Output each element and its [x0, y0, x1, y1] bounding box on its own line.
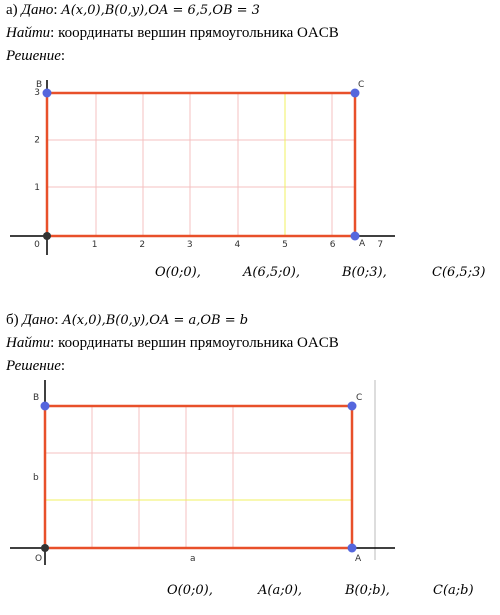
find-label: Найти: [6, 335, 51, 351]
answer: B(0;b),: [345, 583, 390, 598]
point: [41, 544, 49, 552]
point-label: A: [359, 239, 366, 249]
point: [347, 401, 357, 411]
given-line: б) Дано: A(x,0),B(0,y),OA = a,OB = b: [6, 312, 249, 328]
x-tick-label: 0: [34, 240, 40, 250]
grid: [47, 93, 355, 236]
axis-label: b: [33, 473, 39, 483]
x-tick-label: 2: [139, 240, 145, 250]
x-tick-label: 7: [377, 240, 383, 250]
solution-label: Решение: [6, 48, 61, 64]
given: A(x,0),B(0,y),OA = 6,5,OB = 3: [61, 3, 260, 18]
point: [42, 88, 52, 98]
x-tick-label: 1: [92, 240, 98, 250]
find-line: Найти: координаты вершин прямоугольника …: [6, 25, 339, 41]
x-tick-label: 6: [330, 240, 336, 250]
given: A(x,0),B(0,y),OA = a,OB = b: [62, 313, 249, 328]
solution-line: Решение:: [6, 358, 66, 374]
answer: C(a;b): [433, 583, 474, 598]
point-label: B: [33, 393, 39, 403]
point-label: O: [35, 554, 42, 564]
solution-label: Решение: [6, 358, 61, 374]
point: [347, 543, 357, 553]
part-label: б): [6, 312, 19, 328]
given-label: Дано: [22, 312, 55, 328]
x-tick-label: 4: [235, 240, 241, 250]
find: координаты вершин прямоугольника OACB: [58, 335, 339, 351]
answer: B(0;3),: [342, 265, 387, 280]
y-tick-label: 1: [34, 183, 40, 193]
point: [350, 231, 360, 241]
figure-b: B C O A b a: [10, 380, 395, 565]
point-label: A: [355, 554, 362, 564]
y-tick-label: 3: [34, 88, 40, 98]
given-label: Дано: [21, 2, 54, 18]
find-label: Найти: [6, 25, 51, 41]
axis-label: a: [190, 554, 196, 564]
point: [350, 88, 360, 98]
point: [40, 401, 50, 411]
answer: O(0;0),: [167, 583, 213, 598]
answer: C(6,5;3): [432, 265, 486, 280]
given-line: а) Дано: A(x,0),B(0,y),OA = 6,5,OB = 3: [6, 2, 260, 18]
point: [43, 232, 51, 240]
answer: A(a;0),: [258, 583, 303, 598]
find: координаты вершин прямоугольника OACB: [58, 25, 339, 41]
x-tick-label: 5: [282, 240, 288, 250]
x-tick-label: 3: [187, 240, 193, 250]
point-label: B: [36, 80, 42, 90]
find-line: Найти: координаты вершин прямоугольника …: [6, 335, 339, 351]
grid: [45, 406, 352, 548]
solution-line: Решение:: [6, 48, 66, 64]
rectangle: [45, 91, 357, 238]
point-label: C: [356, 393, 362, 403]
point-label: C: [358, 80, 364, 90]
part-label: а): [6, 2, 18, 18]
answer: A(6,5;0),: [243, 265, 300, 280]
y-tick-label: 2: [34, 136, 40, 146]
answer: O(0;0),: [155, 265, 201, 280]
rectangle: [43, 404, 354, 550]
